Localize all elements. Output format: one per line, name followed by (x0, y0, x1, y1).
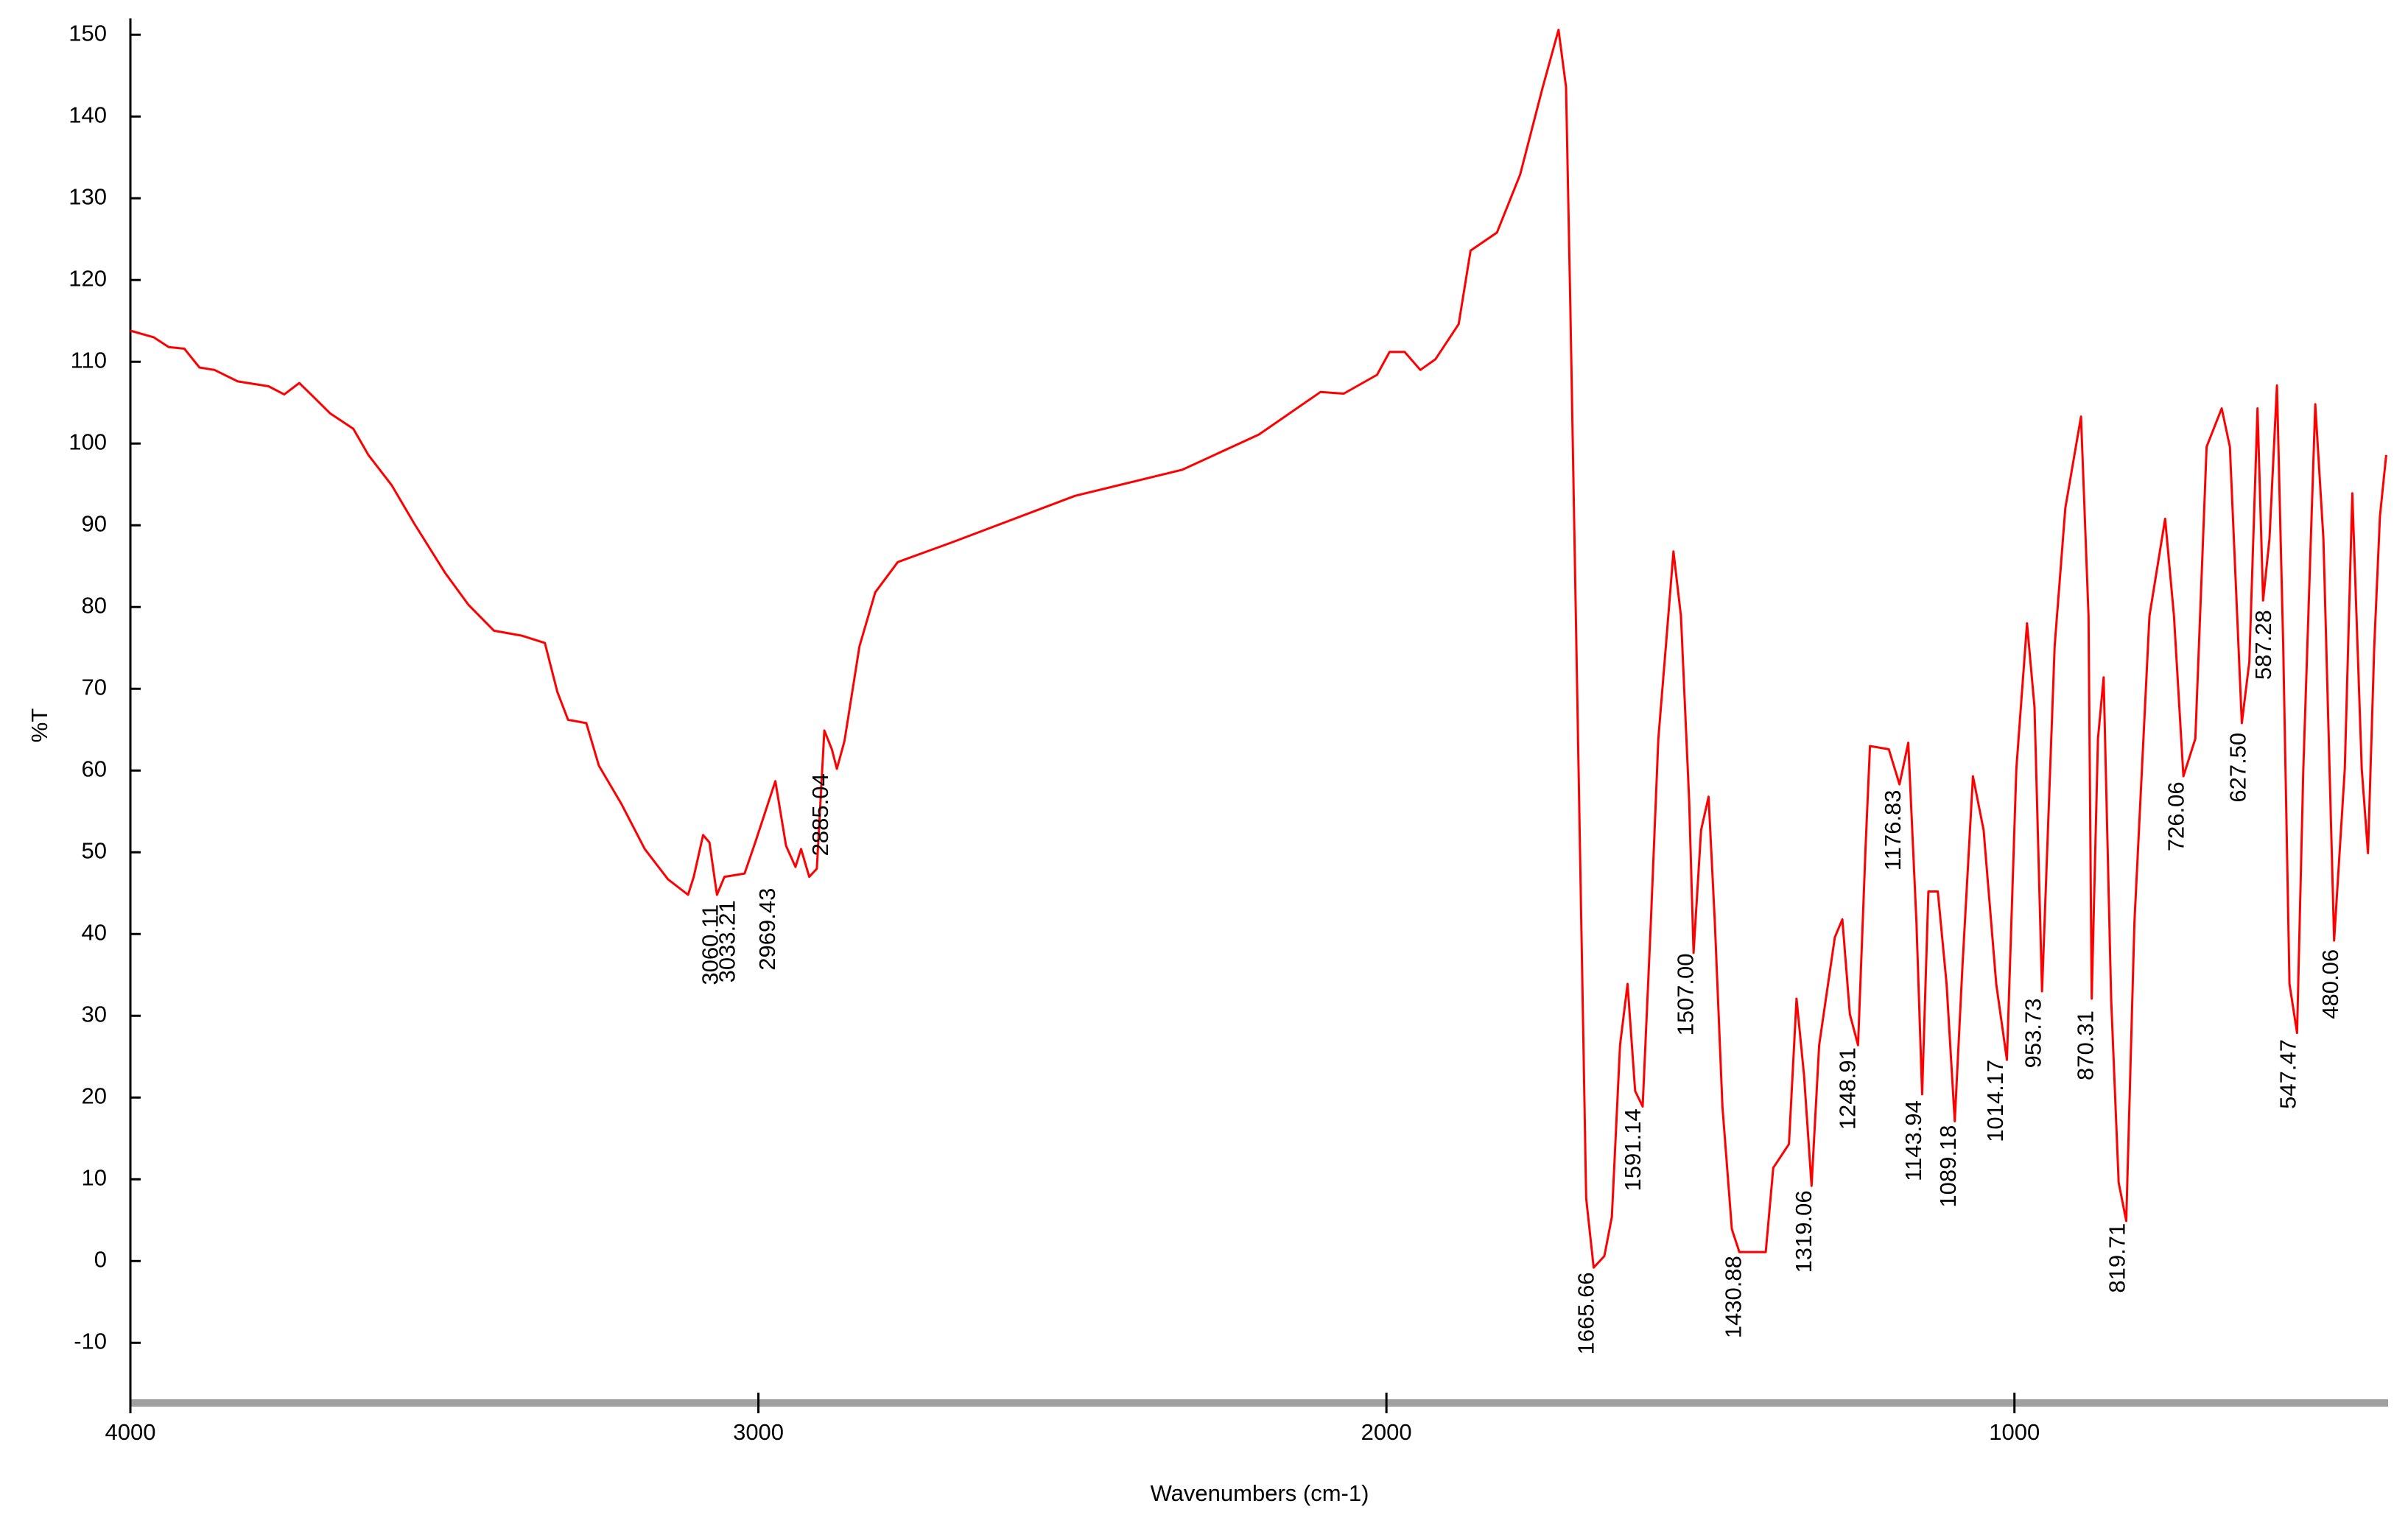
y-tick-label: 90 (82, 510, 107, 536)
y-tick-label: 100 (69, 429, 107, 454)
peak-label: 1014.17 (1982, 1060, 2008, 1142)
y-tick-label: 150 (69, 20, 107, 46)
peak-label: 726.06 (2163, 781, 2188, 851)
y-tick-label: 110 (71, 347, 107, 373)
peak-label: 819.71 (2105, 1223, 2130, 1293)
peak-label: 1591.14 (1620, 1108, 1646, 1191)
y-tick-label: 130 (69, 183, 107, 209)
peak-label: 1430.88 (1721, 1256, 1747, 1338)
peak-label: 2969.43 (754, 888, 780, 971)
peak-label: 870.31 (2072, 1010, 2098, 1080)
y-tick-label: 120 (69, 265, 107, 291)
x-tick-label: 3000 (733, 1419, 784, 1445)
y-tick-label: 60 (82, 756, 107, 781)
y-tick-label: 20 (82, 1083, 107, 1108)
y-tick-label: 140 (69, 102, 107, 127)
peak-label: 2885.04 (807, 773, 833, 856)
peak-label: 953.73 (2020, 999, 2046, 1069)
peak-label: 587.28 (2250, 610, 2276, 680)
y-axis-title: %T (27, 708, 52, 743)
peak-label: 3060.11 (698, 904, 723, 985)
y-tick-label: 10 (82, 1164, 107, 1190)
y-tick-label: 30 (82, 1001, 107, 1027)
y-tick-label: 0 (94, 1246, 107, 1272)
y-tick-label: 50 (82, 837, 107, 863)
peak-label: 1176.83 (1880, 789, 1906, 870)
x-tick-label: 1000 (1989, 1419, 2040, 1445)
peak-label: 1143.94 (1900, 1100, 1926, 1181)
x-axis-title: Wavenumbers (cm-1) (1151, 1480, 1369, 1506)
peak-label: 547.47 (2275, 1039, 2301, 1109)
peak-label: 1248.91 (1835, 1047, 1861, 1130)
peak-label: 1507.00 (1673, 953, 1699, 1035)
y-tick-label: 70 (82, 674, 107, 700)
y-tick-label: 40 (82, 919, 107, 945)
peak-label: 627.50 (2225, 733, 2250, 803)
y-tick-label: 80 (82, 592, 107, 618)
x-tick-label: 4000 (105, 1419, 156, 1445)
spectrum-line (130, 29, 2387, 1269)
x-tick-label: 2000 (1361, 1419, 1412, 1445)
peak-label: 1665.66 (1573, 1272, 1598, 1354)
peak-label: 1089.18 (1935, 1125, 1961, 1208)
y-tick-label: -10 (74, 1328, 107, 1354)
peak-label: 480.06 (2317, 949, 2343, 1019)
peak-label: 1319.06 (1791, 1190, 1816, 1273)
peak-label: 3033.21 (714, 900, 740, 982)
